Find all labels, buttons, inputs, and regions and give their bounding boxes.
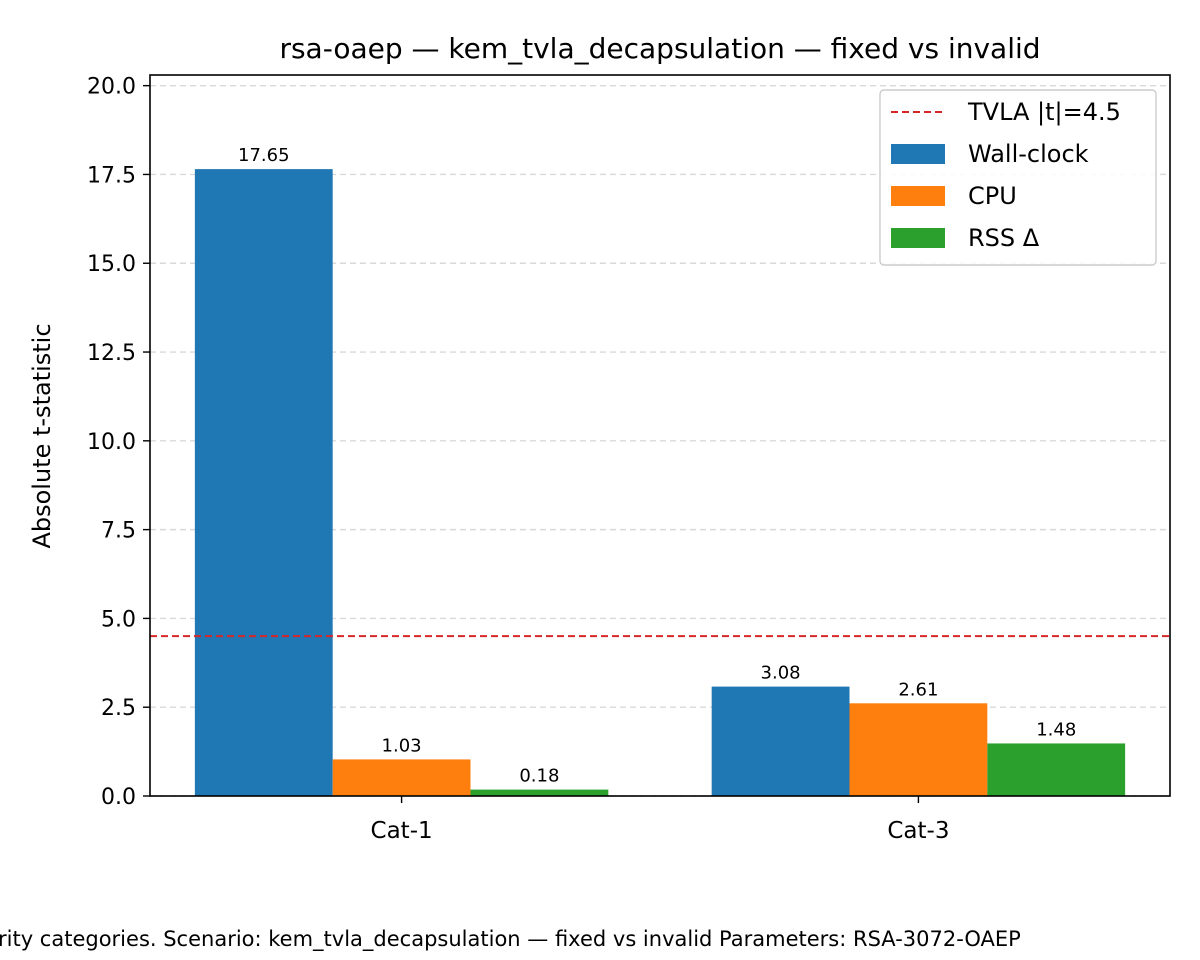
bar-value-label: 17.65 bbox=[238, 145, 290, 166]
y-axis: 0.0 2.5 5.0 7.5 10.0 12.5 15.0 17.5 20.0 bbox=[87, 75, 150, 810]
y-axis-label: Absolute t-statistic bbox=[28, 323, 56, 548]
y-tick-label: 20.0 bbox=[87, 75, 136, 100]
y-tick-label: 15.0 bbox=[87, 252, 136, 277]
x-tick-label: Cat-1 bbox=[371, 818, 433, 844]
legend-label: Wall-clock bbox=[968, 140, 1089, 168]
y-tick-label: 12.5 bbox=[87, 341, 136, 366]
bar-value-label: 1.03 bbox=[382, 735, 422, 756]
bar-value-label: 2.61 bbox=[898, 679, 938, 700]
bar bbox=[470, 789, 609, 796]
y-tick-label: 0.0 bbox=[101, 785, 136, 810]
chart-caption: rity categories. Scenario: kem_tvla_deca… bbox=[0, 927, 1021, 952]
y-tick-label: 10.0 bbox=[87, 430, 136, 455]
bar-value-label: 3.08 bbox=[761, 663, 801, 684]
bar bbox=[987, 743, 1126, 796]
legend-label: CPU bbox=[968, 182, 1017, 210]
chart-title: rsa-oaep — kem_tvla_decapsulation — fixe… bbox=[279, 32, 1040, 65]
legend-threshold-label: TVLA |t|=4.5 bbox=[967, 98, 1121, 126]
legend-swatch bbox=[891, 186, 945, 206]
y-tick-label: 5.0 bbox=[101, 607, 136, 632]
bar bbox=[849, 703, 988, 796]
legend: TVLA |t|=4.5 Wall-clock CPU RSS Δ bbox=[879, 89, 1157, 266]
x-axis: Cat-1 Cat-3 bbox=[371, 796, 949, 844]
value-labels: 17.65 1.03 0.18 3.08 2.61 1.48 bbox=[238, 145, 1076, 786]
legend-swatch bbox=[891, 144, 945, 164]
bar-value-label: 0.18 bbox=[519, 766, 559, 787]
bar bbox=[711, 686, 850, 796]
x-tick-label: Cat-3 bbox=[887, 818, 949, 844]
y-tick-label: 17.5 bbox=[87, 163, 136, 188]
bar bbox=[332, 759, 471, 796]
bar-value-label: 1.48 bbox=[1036, 719, 1076, 740]
y-tick-label: 2.5 bbox=[101, 696, 136, 721]
bar bbox=[194, 169, 333, 796]
bars bbox=[194, 169, 1126, 796]
legend-frame bbox=[879, 89, 1157, 266]
legend-swatch bbox=[891, 228, 945, 248]
legend-label: RSS Δ bbox=[968, 224, 1040, 252]
plot-frame bbox=[149, 74, 1171, 797]
y-tick-label: 7.5 bbox=[101, 519, 136, 544]
